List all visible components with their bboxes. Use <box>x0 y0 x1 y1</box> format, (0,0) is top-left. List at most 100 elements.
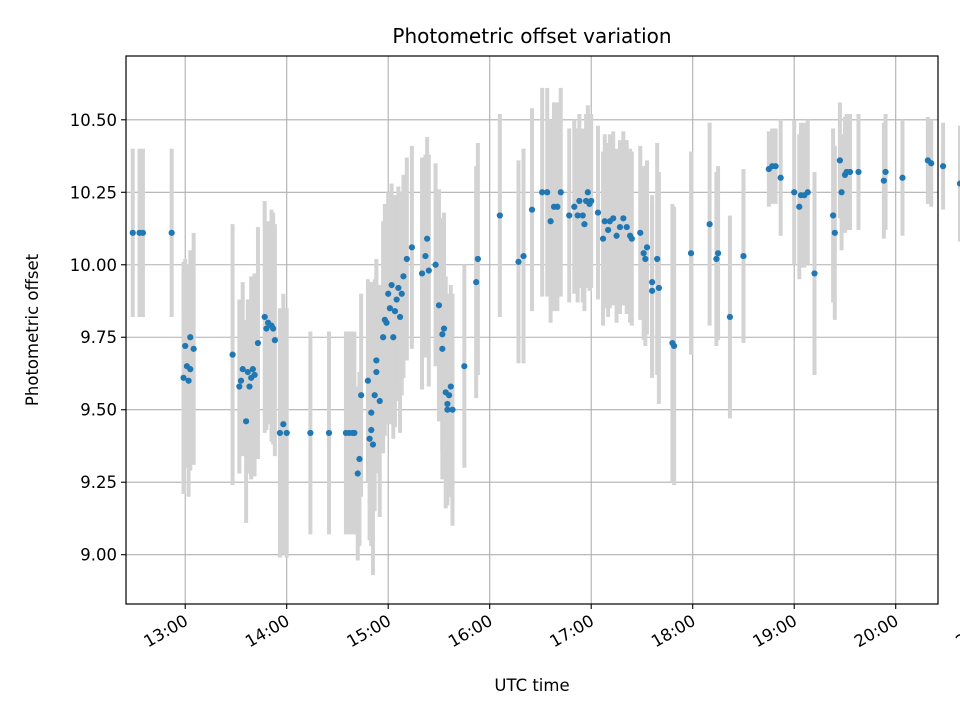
data-point <box>254 339 262 347</box>
data-point <box>246 383 253 390</box>
data-point <box>566 212 573 219</box>
data-point <box>139 229 147 236</box>
data-point <box>713 255 720 263</box>
data-point <box>270 325 277 332</box>
data-point <box>610 215 617 222</box>
data-point <box>283 429 290 437</box>
data-point <box>687 250 695 257</box>
data-point <box>643 244 651 251</box>
data-point <box>435 302 443 309</box>
data-point <box>439 331 446 338</box>
data-point <box>474 255 481 263</box>
data-point <box>473 279 480 286</box>
data-point <box>882 168 889 176</box>
data-point <box>584 189 591 196</box>
data-point <box>432 261 439 268</box>
data-point <box>628 235 635 242</box>
data-point <box>439 345 446 352</box>
data-point <box>740 252 747 260</box>
data-point <box>706 221 713 228</box>
data-point <box>579 212 586 219</box>
data-point <box>251 371 258 379</box>
data-point <box>528 206 536 213</box>
data-point <box>408 244 415 251</box>
data-point <box>620 215 627 222</box>
data-point <box>846 168 854 176</box>
data-point <box>424 235 431 242</box>
data-point <box>444 400 451 408</box>
data-point <box>557 189 564 196</box>
data-point <box>187 366 194 373</box>
data-point <box>390 334 397 341</box>
chart-title: Photometric offset variation <box>392 24 671 48</box>
data-point <box>368 409 375 416</box>
data-point <box>261 313 268 321</box>
data-point <box>168 229 175 236</box>
data-point <box>654 255 661 263</box>
data-point <box>236 383 243 390</box>
data-point <box>594 209 602 216</box>
data-point <box>385 290 392 297</box>
data-point <box>383 319 390 326</box>
data-point <box>180 374 187 381</box>
data-point <box>190 345 197 352</box>
data-point <box>649 279 656 286</box>
y-tick-label: 10.25 <box>70 183 117 202</box>
data-point <box>366 435 373 442</box>
data-point <box>515 258 522 265</box>
data-point <box>418 270 426 277</box>
data-point <box>369 441 377 448</box>
x-axis-label: UTC time <box>494 676 569 695</box>
data-point <box>777 174 784 181</box>
data-point <box>373 368 380 376</box>
data-point <box>239 366 246 373</box>
data-point <box>395 284 402 292</box>
data-point <box>440 325 448 332</box>
data-point <box>354 470 361 477</box>
data-point <box>726 313 734 321</box>
data-point <box>496 212 503 219</box>
data-point <box>249 366 256 373</box>
data-point <box>307 429 314 437</box>
y-tick-label: 9.00 <box>80 546 117 565</box>
data-point <box>547 218 554 225</box>
data-point <box>637 229 644 236</box>
data-point <box>396 313 404 321</box>
data-point <box>838 189 845 196</box>
data-points <box>129 157 960 477</box>
data-point <box>422 252 429 260</box>
data-point <box>182 342 189 350</box>
data-point <box>244 368 251 376</box>
data-point <box>544 189 551 196</box>
data-point <box>229 351 236 358</box>
data-point <box>371 392 378 399</box>
data-point <box>187 334 194 341</box>
data-point <box>425 267 432 274</box>
data-point <box>601 218 608 225</box>
data-point <box>185 377 192 384</box>
data-point <box>640 250 647 257</box>
data-point <box>956 180 960 187</box>
y-tick-label: 10.00 <box>70 256 117 275</box>
data-point <box>388 281 395 289</box>
y-tick-label: 9.50 <box>80 401 117 420</box>
data-point <box>393 296 400 303</box>
data-point <box>836 157 843 164</box>
data-point <box>129 229 136 236</box>
data-point <box>939 163 947 170</box>
y-tick-label: 10.50 <box>70 111 117 130</box>
data-point <box>581 221 588 228</box>
data-point <box>280 421 287 428</box>
data-point <box>243 418 250 425</box>
data-point <box>539 189 546 196</box>
data-point <box>855 168 862 176</box>
data-point <box>671 342 678 350</box>
data-point <box>599 235 607 242</box>
data-point <box>325 429 333 437</box>
data-point <box>772 163 779 170</box>
data-point <box>714 250 722 257</box>
data-point <box>831 229 838 236</box>
data-point <box>804 189 811 196</box>
y-tick-label: 9.25 <box>80 473 117 492</box>
